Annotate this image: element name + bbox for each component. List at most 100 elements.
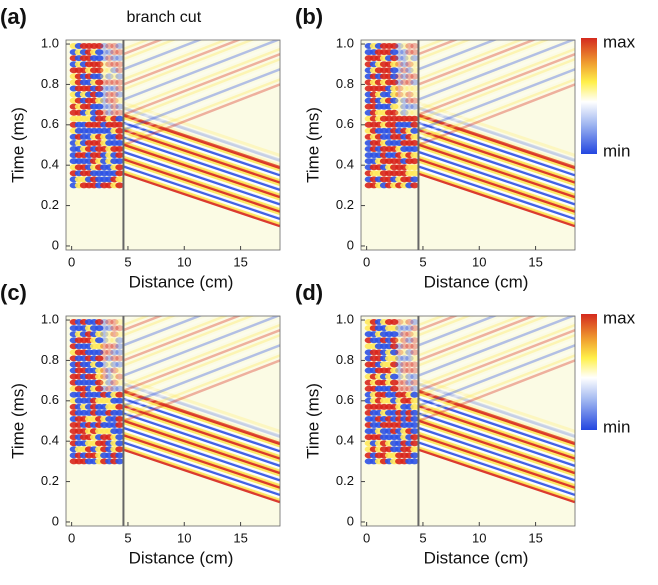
interference-cell (115, 79, 124, 86)
x-tick-label: 5 (419, 530, 426, 545)
interference-cell (105, 73, 114, 80)
faint-wave (122, 316, 229, 357)
wavefront (417, 379, 575, 436)
interference-cell (105, 97, 114, 104)
interference-cell (110, 85, 119, 92)
wavefront (417, 120, 575, 177)
interference-cell (110, 61, 119, 68)
interference-cell (410, 446, 419, 453)
interference-cell (395, 373, 404, 380)
interference-cell (395, 55, 404, 62)
interference-cell (395, 367, 404, 374)
panel: 0 5 10 15 0 0.2 0.4 0.6 0.8 1.0 Distance (cm) Time … (0, 4, 281, 291)
wave-pattern (364, 40, 575, 228)
interference-cell (100, 331, 109, 338)
interference-cell (95, 49, 104, 56)
wavefront (417, 111, 575, 167)
interference-cell (390, 97, 399, 104)
interference-cell (105, 355, 114, 362)
interference-cell (410, 164, 419, 171)
y-tick-label: 0 (52, 513, 59, 528)
interference-cell (410, 403, 419, 410)
faint-wave (417, 334, 575, 397)
x-tick-label: 10 (472, 254, 486, 269)
interference-cell (395, 355, 404, 362)
interference-cell (410, 127, 419, 134)
wavefront (417, 445, 575, 501)
panel-label: (b) (295, 4, 323, 29)
wavefront (122, 166, 280, 223)
interference-cell (405, 55, 414, 62)
colorbar-min: min (603, 417, 630, 436)
interference-cell (110, 43, 119, 50)
interference-cell (400, 319, 409, 326)
faint-wave (417, 40, 498, 71)
plot-frame (360, 315, 576, 527)
wavefront (122, 416, 280, 472)
faint-wave (417, 47, 575, 111)
interference-cell (390, 79, 399, 86)
wavefront (122, 447, 280, 504)
interference-cell (95, 325, 104, 332)
interference-cell (95, 61, 104, 68)
y-tick-label: 0.8 (336, 76, 354, 91)
wavefront (122, 392, 280, 448)
panel: 0 5 10 15 0 0.2 0.4 0.6 0.8 1.0 Distance (cm) Time … (295, 4, 636, 292)
interference-cell (410, 379, 419, 386)
wavefront (122, 406, 280, 463)
wavefront (417, 396, 575, 453)
interference-cell (405, 73, 414, 80)
wavefront (122, 164, 280, 221)
interference-cell (105, 319, 114, 326)
interference-cell (105, 373, 114, 380)
interference-cell (115, 434, 124, 441)
wavefront (122, 159, 280, 216)
wavefront (122, 142, 280, 199)
interference-cell (390, 343, 399, 350)
interference-cell (410, 73, 419, 80)
interference-cell (400, 331, 409, 338)
interference-cell (115, 146, 124, 153)
panel-label: (c) (0, 280, 27, 305)
faint-wave (417, 318, 575, 382)
x-tick-label: 0 (68, 530, 75, 545)
interference-cell (405, 109, 414, 116)
interference-cell (110, 319, 119, 326)
interference-cell (95, 385, 104, 392)
interference-cell (400, 97, 409, 104)
interference-cell (405, 85, 414, 92)
interference-cell (410, 343, 419, 350)
wavefront (122, 108, 280, 165)
interference-cell (115, 379, 124, 386)
wavefront (122, 445, 280, 501)
wavefront (417, 118, 575, 174)
interference-cell (100, 355, 109, 362)
interference-cell (395, 73, 404, 80)
wavefront (417, 416, 575, 472)
wavefront (417, 154, 575, 211)
interference-cell (410, 55, 419, 62)
interference-cell (410, 170, 419, 177)
wave-pattern (69, 40, 280, 228)
interference-cell (410, 452, 419, 459)
interference-cell (410, 97, 419, 104)
interference-cell (405, 79, 414, 86)
interference-cell (405, 325, 414, 332)
interference-cell (105, 55, 114, 62)
y-tick-label: 0.4 (41, 157, 59, 172)
wavefront (417, 392, 575, 448)
wavefront (122, 137, 280, 194)
plot-frame (65, 315, 281, 527)
wavefront (122, 169, 280, 225)
interference-cell (100, 73, 109, 80)
x-tick-label: 10 (177, 530, 191, 545)
interference-cell (95, 373, 104, 380)
wavefront (122, 149, 280, 206)
faint-wave (122, 47, 280, 111)
interference-cell (115, 109, 124, 116)
wavefront (417, 435, 575, 492)
interference-cell (115, 343, 124, 350)
faint-wave (122, 316, 268, 372)
wavefront (417, 108, 575, 165)
interference-cell (395, 49, 404, 56)
